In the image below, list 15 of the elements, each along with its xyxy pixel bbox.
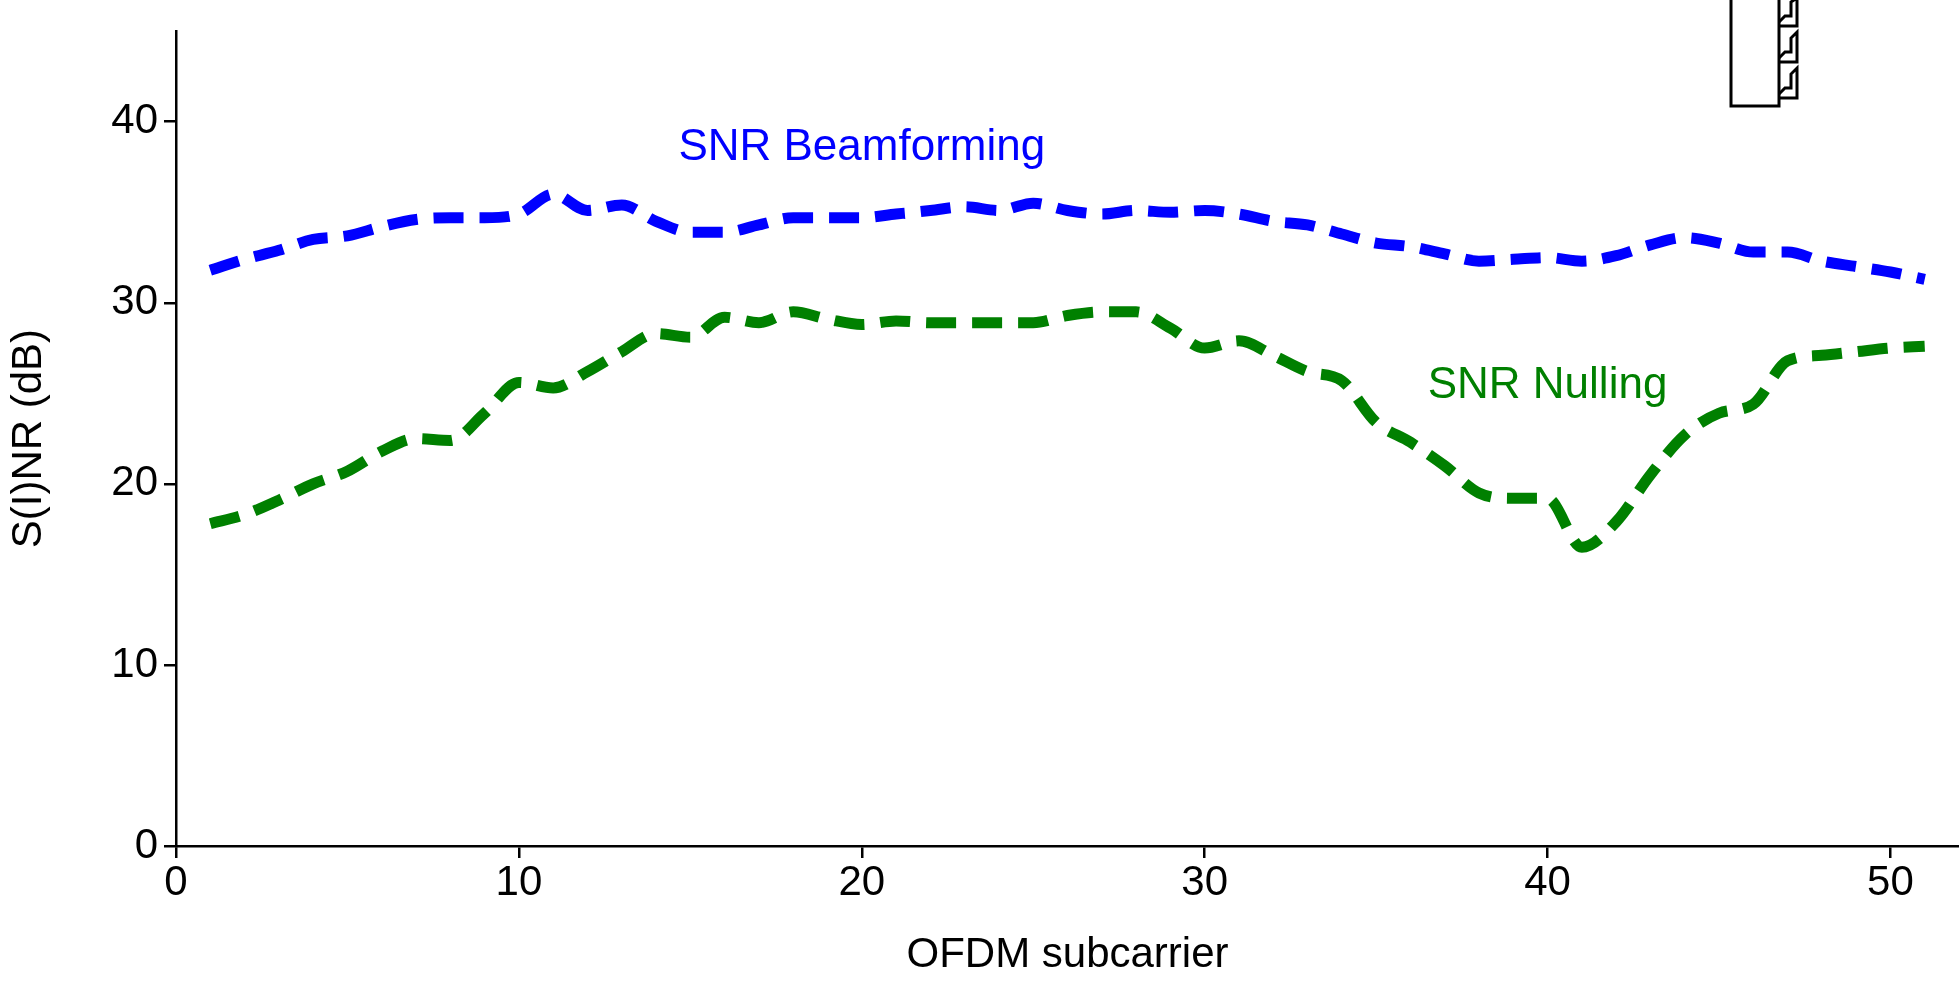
x-tick-label: 0 <box>164 856 188 904</box>
x-tick-label: 10 <box>495 856 543 904</box>
y-tick-label: 0 <box>134 819 158 867</box>
series-label: SNR Nulling <box>1427 358 1668 408</box>
x-axis-title: OFDM subcarrier <box>906 929 1229 977</box>
series-label: SNR Beamforming <box>678 119 1046 169</box>
y-tick-label: 20 <box>111 457 158 505</box>
y-axis-title: S(I)NR (dB) <box>2 328 50 549</box>
x-tick-label: 40 <box>1524 856 1571 904</box>
y-tick-label: 10 <box>111 638 158 686</box>
x-tick-label: 50 <box>1867 856 1914 904</box>
y-tick-label: 30 <box>111 276 158 324</box>
x-tick-label: 30 <box>1181 856 1229 904</box>
x-tick-label: 20 <box>838 856 886 904</box>
y-tick-label: 40 <box>111 95 158 143</box>
